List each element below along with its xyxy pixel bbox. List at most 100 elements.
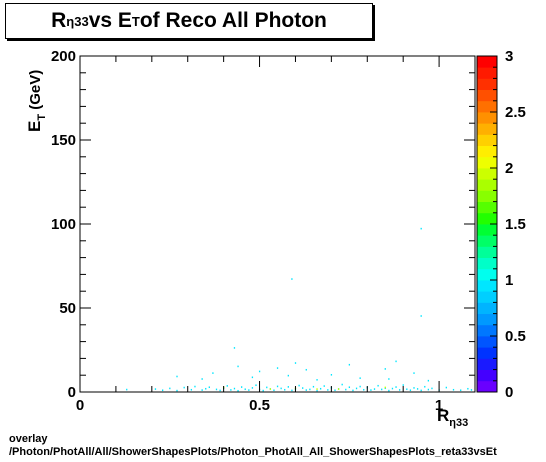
data-point: [161, 389, 164, 392]
colorbar-segment: [477, 347, 497, 359]
data-point: [309, 388, 311, 391]
y-tick-label: 150: [51, 132, 76, 149]
colorbar-tick-label: 2.5: [505, 104, 526, 121]
data-point: [352, 389, 354, 392]
data-point: [319, 387, 322, 390]
footer-line1: overlay: [9, 433, 48, 445]
data-point: [467, 387, 469, 390]
colorbar-tick-label: 1.5: [505, 216, 526, 233]
data-point: [398, 389, 401, 391]
y-axis-title-main: E: [25, 121, 44, 132]
data-point: [287, 386, 289, 388]
data-point: [266, 386, 268, 389]
x-tick-label: 1: [435, 397, 443, 414]
colorbar-segment: [477, 123, 497, 135]
data-point: [262, 389, 264, 392]
data-point: [373, 388, 376, 390]
data-point: [251, 376, 254, 379]
data-point: [312, 385, 315, 388]
data-point: [176, 389, 178, 392]
colorbar-segment: [477, 134, 497, 146]
data-point: [323, 385, 325, 387]
colorbar-segment: [477, 212, 497, 225]
data-point: [208, 386, 210, 389]
data-point: [169, 387, 171, 390]
data-point: [316, 388, 318, 390]
data-point: [291, 389, 293, 392]
data-point: [248, 389, 250, 391]
colorbar-segment: [477, 56, 497, 68]
colorbar-segment: [477, 246, 497, 258]
data-point: [413, 387, 415, 389]
colorbar-segment: [477, 380, 497, 393]
y-axis-title: ET (GeV): [25, 70, 48, 132]
data-point: [287, 374, 289, 377]
data-point: [237, 389, 239, 392]
data-point: [384, 368, 386, 370]
data-point: [273, 389, 275, 392]
plot-frame: [79, 55, 476, 393]
data-point: [233, 387, 236, 390]
data-point: [420, 315, 422, 317]
colorbar-segment: [477, 190, 497, 202]
data-point: [345, 388, 347, 391]
data-point: [341, 383, 343, 386]
colorbar-segment: [477, 291, 497, 303]
data-point: [363, 388, 365, 391]
data-point: [294, 362, 297, 364]
data-point: [215, 388, 218, 391]
data-point: [258, 370, 261, 373]
data-point: [201, 389, 203, 391]
axes-layer: 0 0.5 1 0 50 100 150 200: [51, 48, 476, 414]
data-point: [201, 378, 203, 380]
data-point: [388, 378, 390, 380]
x-axis-title: Rη33: [437, 406, 468, 429]
data-point: [226, 385, 228, 387]
data-point: [391, 387, 394, 390]
title-e-sub: T: [131, 13, 140, 29]
title-r-sub: η33: [66, 13, 89, 29]
data-point: [276, 367, 279, 369]
data-point: [424, 385, 426, 388]
data-point: [395, 386, 397, 388]
data-point: [381, 388, 383, 391]
points-layer: [126, 227, 473, 392]
footer: overlay /Photon/PhotAll/All/ShowerShapes…: [9, 433, 497, 459]
colorbar-segment: [477, 280, 497, 292]
y-tick-label: 100: [51, 216, 76, 233]
colorbar-segment: [477, 358, 497, 370]
y-tick-label: 50: [59, 300, 76, 317]
data-point: [244, 388, 246, 391]
colorbar-tick-label: 2: [505, 160, 513, 177]
colorbar-segment: [477, 179, 497, 191]
data-point: [460, 389, 462, 392]
x-tick-label: 0: [76, 397, 84, 414]
data-point: [276, 385, 279, 388]
data-point: [348, 363, 351, 366]
data-point: [327, 389, 329, 391]
colorbar-segment: [477, 235, 497, 247]
data-point: [190, 388, 193, 391]
data-point: [255, 384, 257, 387]
colorbar-segment: [477, 369, 497, 382]
y-axis-title-sub: T: [36, 114, 48, 121]
data-point: [280, 387, 282, 390]
data-point: [445, 386, 447, 389]
colorbar-tick-label: 1: [505, 272, 513, 289]
title-rest: of Reco All Photon: [139, 9, 327, 32]
data-point: [359, 385, 361, 388]
data-point: [194, 385, 196, 388]
y-axis-title-unit: (GeV): [27, 70, 44, 114]
colorbar-segment: [477, 324, 497, 337]
data-point: [413, 372, 415, 374]
data-point: [334, 389, 336, 392]
data-point: [355, 387, 358, 390]
colorbar-segment: [477, 156, 497, 169]
data-point: [298, 384, 300, 387]
y-tick-label: 200: [51, 48, 76, 65]
colorbar-segment: [477, 168, 497, 180]
data-point: [269, 388, 272, 390]
